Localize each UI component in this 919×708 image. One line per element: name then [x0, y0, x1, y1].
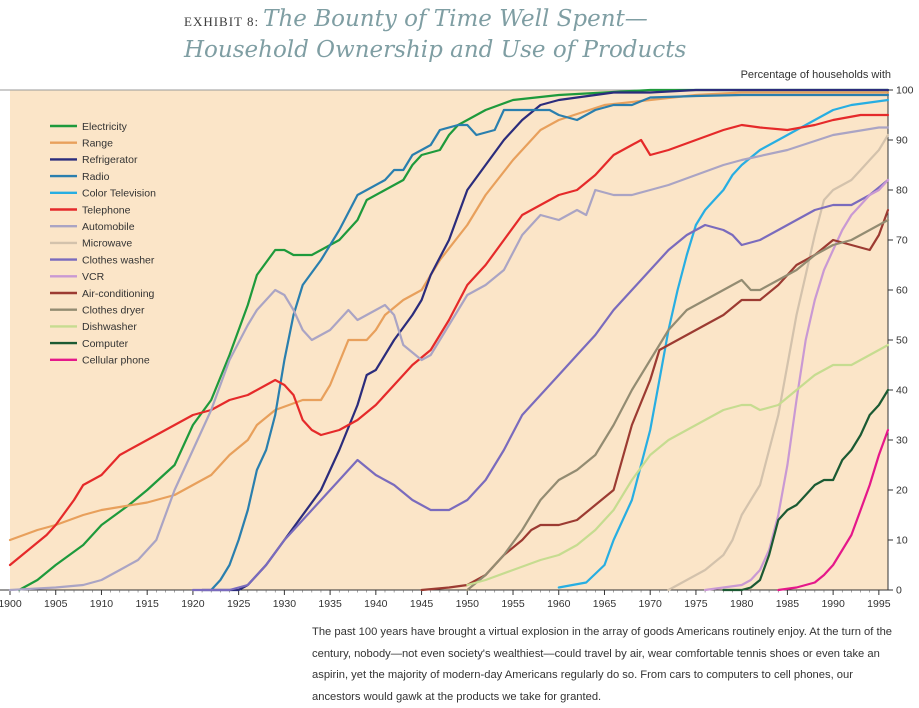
- x-tick-label-1920: 1920: [181, 598, 205, 610]
- x-tick-label-1975: 1975: [684, 598, 708, 610]
- legend-label-vcr: VCR: [82, 271, 105, 283]
- x-tick-label-1925: 1925: [227, 598, 251, 610]
- legend-label-refrigerator: Refrigerator: [82, 154, 138, 166]
- series-line-computer: [722, 388, 890, 592]
- plot-area: [10, 90, 888, 590]
- series-line-refrigerator: [201, 88, 890, 592]
- legend-label-microwave: Microwave: [82, 238, 132, 250]
- series-line-range: [8, 91, 890, 542]
- series-line-microwave: [667, 133, 890, 592]
- y-tick-label-0: 0: [896, 585, 902, 597]
- y-tick-label-100: 100: [896, 85, 914, 97]
- y-tick-label-10: 10: [896, 535, 908, 547]
- x-tick-label-1960: 1960: [547, 598, 571, 610]
- x-tick-label-1915: 1915: [136, 598, 160, 610]
- x-tick-label-1935: 1935: [318, 598, 342, 610]
- y-tick-label-30: 30: [896, 435, 908, 447]
- x-tick-label-1995: 1995: [867, 598, 891, 610]
- series-line-dishwasher: [466, 343, 890, 587]
- series-line-automobile: [8, 126, 890, 592]
- x-tick-label-1955: 1955: [501, 598, 525, 610]
- series-line-air-conditioning: [420, 208, 890, 592]
- legend-label-cellular-phone: Cellular phone: [82, 355, 150, 367]
- exhibit-label: EXHIBIT 8:: [184, 14, 260, 29]
- legend-label-electricity: Electricity: [82, 121, 128, 133]
- legend-label-air-conditioning: Air-conditioning: [82, 288, 155, 300]
- series-line-radio: [210, 93, 890, 592]
- series-line-clothes-dryer: [466, 218, 890, 592]
- legend-label-radio: Radio: [82, 171, 110, 183]
- x-tick-label-1965: 1965: [593, 598, 617, 610]
- y-tick-label-40: 40: [896, 385, 908, 397]
- x-tick-label-1945: 1945: [410, 598, 434, 610]
- legend-label-computer: Computer: [82, 338, 129, 350]
- legend-label-automobile: Automobile: [82, 221, 135, 233]
- y-axis-label: Percentage of households with: [740, 69, 891, 81]
- legend-label-range: Range: [82, 138, 113, 150]
- series-line-clothes-washer: [191, 178, 890, 592]
- x-tick-label-1980: 1980: [730, 598, 754, 610]
- chart-title-line-2: Household Ownership and Use of Products: [184, 37, 687, 63]
- x-tick-label-1970: 1970: [639, 598, 663, 610]
- x-tick-label-1950: 1950: [456, 598, 480, 610]
- series-line-electricity: [18, 88, 890, 592]
- chart-title-line-1: The Bounty of Time Well Spent—: [263, 6, 648, 32]
- chart-title-block: EXHIBIT 8: The Bounty of Time Well Spent—…: [184, 4, 744, 66]
- legend-label-clothes-dryer: Clothes dryer: [82, 305, 145, 317]
- x-tick-label-1985: 1985: [776, 598, 800, 610]
- x-tick-label-1910: 1910: [90, 598, 114, 610]
- line-chart: 1900 1905 1910 1915 1920 1925 1930 1935 1940 1945…: [0, 85, 914, 610]
- chart-caption: The past 100 years have brought a virtua…: [312, 626, 893, 703]
- x-tick-label-1990: 1990: [821, 598, 845, 610]
- legend-label-clothes-washer: Clothes washer: [82, 254, 155, 266]
- series-line-cellular-phone: [777, 428, 890, 592]
- y-tick-label-70: 70: [896, 235, 908, 247]
- legend-label-dishwasher: Dishwasher: [82, 321, 137, 333]
- y-tick-label-50: 50: [896, 335, 908, 347]
- y-tick-label-90: 90: [896, 135, 908, 147]
- series-line-vcr: [704, 178, 890, 592]
- y-tick-label-60: 60: [896, 285, 908, 297]
- x-tick-label-1930: 1930: [273, 598, 297, 610]
- series-line-color-television: [557, 98, 890, 589]
- y-tick-label-20: 20: [896, 485, 908, 497]
- legend-label-telephone: Telephone: [82, 204, 131, 216]
- series-line-telephone: [8, 113, 890, 567]
- x-tick-label-1940: 1940: [364, 598, 388, 610]
- x-tick-label-1905: 1905: [44, 598, 68, 610]
- legend-label-color-television: Color Television: [82, 188, 156, 200]
- y-tick-label-80: 80: [896, 185, 908, 197]
- x-tick-label-1900: 1900: [0, 598, 22, 610]
